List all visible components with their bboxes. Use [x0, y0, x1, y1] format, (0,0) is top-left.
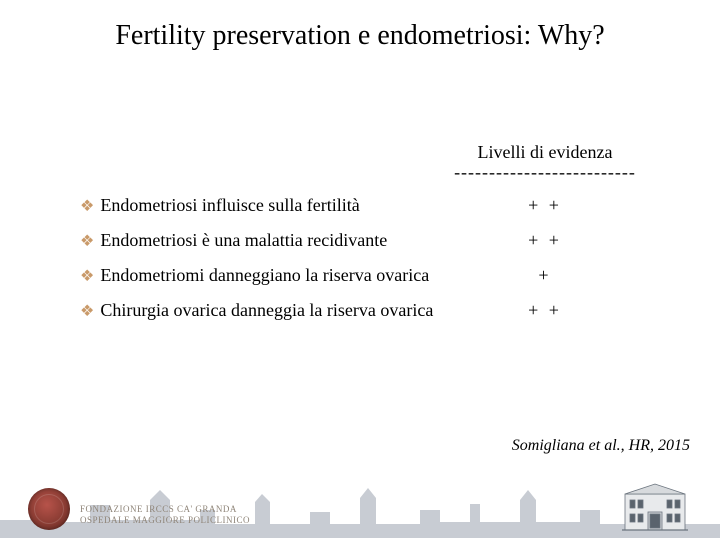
evidence-header: Livelli di evidenza [450, 142, 640, 163]
item-text: Chirurgia ovarica danneggia la riserva o… [100, 300, 433, 321]
institution-line2: Ospedale Maggiore Policlinico [80, 515, 250, 526]
evidence-item: ❖ Endometriomi danneggiano la riserva ov… [80, 265, 640, 286]
seal-logo-icon [28, 488, 70, 530]
item-rating: + + [450, 300, 640, 321]
item-rating: + + [450, 230, 640, 251]
evidence-item: ❖ Endometriosi influisce sulla fertilità… [80, 195, 640, 216]
evidence-header-row: Livelli di evidenza [80, 142, 640, 163]
dash-row: -------------------------- [80, 163, 640, 181]
content-area: Livelli di evidenza --------------------… [0, 142, 720, 321]
item-text: Endometriosi è una malattia recidivante [100, 230, 387, 251]
citation: Somigliana et al., HR, 2015 [512, 437, 690, 455]
evidence-item: ❖ Endometriosi è una malattia recidivant… [80, 230, 640, 251]
diamond-bullet-icon: ❖ [80, 196, 94, 216]
item-rating: + + [450, 195, 640, 216]
slide-title: Fertility preservation e endometriosi: W… [0, 0, 720, 52]
building-icon [620, 482, 690, 532]
item-rating: + [450, 265, 640, 286]
institution-name: Fondazione IRCCS Ca' Granda Ospedale Mag… [80, 504, 250, 527]
diamond-bullet-icon: ❖ [80, 231, 94, 251]
diamond-bullet-icon: ❖ [80, 301, 94, 321]
evidence-item: ❖ Chirurgia ovarica danneggia la riserva… [80, 300, 640, 321]
institution-line1: Fondazione IRCCS Ca' Granda [80, 504, 250, 515]
item-text: Endometriosi influisce sulla fertilità [100, 195, 359, 216]
item-text: Endometriomi danneggiano la riserva ovar… [100, 265, 429, 286]
diamond-bullet-icon: ❖ [80, 266, 94, 286]
dash-separator: -------------------------- [450, 163, 640, 181]
